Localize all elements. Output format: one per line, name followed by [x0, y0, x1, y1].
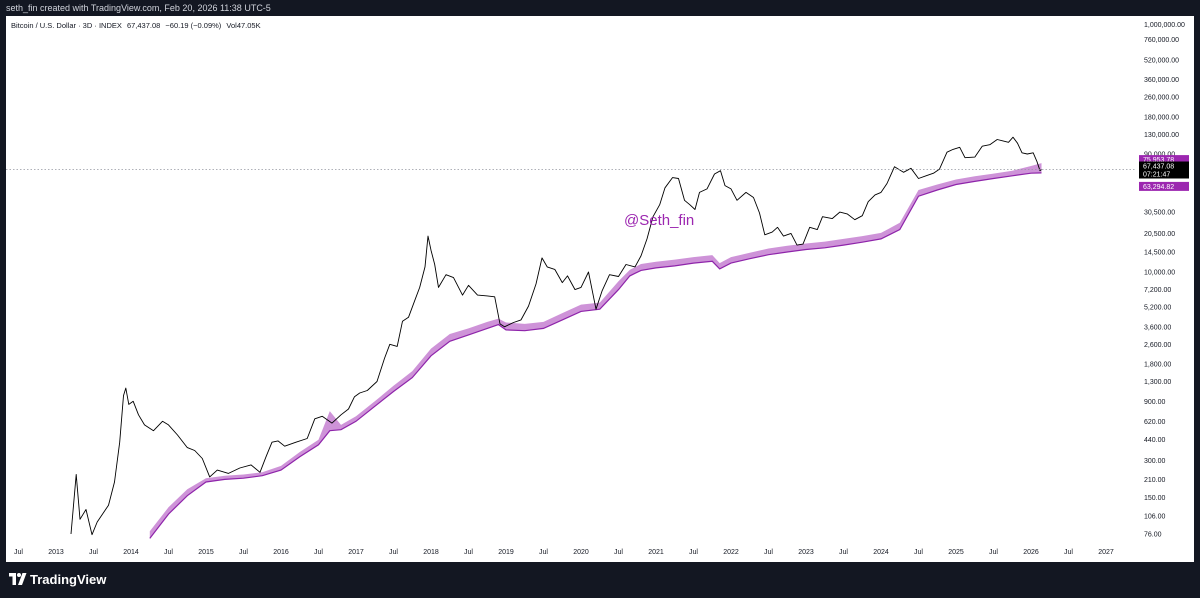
x-tick-label: Jul	[764, 549, 773, 556]
price-label-text: 07:21:47	[1143, 172, 1170, 179]
x-tick-label: 2017	[348, 549, 364, 556]
y-tick-label: 150.00	[1144, 495, 1166, 502]
y-tick-label: 760,000.00	[1144, 37, 1179, 44]
y-tick-label: 2,600.00	[1144, 342, 1171, 349]
y-tick-label: 520,000.00	[1144, 57, 1179, 64]
tradingview-brand: TradingView	[30, 572, 107, 587]
y-tick-label: 300.00	[1144, 458, 1166, 465]
price-label-text: 63,294.82	[1143, 184, 1174, 191]
y-tick-label: 5,200.00	[1144, 305, 1171, 312]
x-tick-label: 2027	[1098, 549, 1114, 556]
y-tick-label: 10,000.00	[1144, 270, 1175, 277]
x-tick-label: 2015	[198, 549, 214, 556]
x-tick-label: 2014	[123, 549, 139, 556]
x-tick-label: Jul	[539, 549, 548, 556]
x-tick-label: 2021	[648, 549, 664, 556]
y-tick-label: 106.00	[1144, 514, 1166, 521]
x-tick-label: 2022	[723, 549, 739, 556]
y-tick-label: 1,300.00	[1144, 379, 1171, 386]
attribution-bar: seth_fin created with TradingView.com, F…	[0, 0, 1200, 16]
x-tick-label: Jul	[89, 549, 98, 556]
y-tick-label: 30,500.00	[1144, 210, 1175, 217]
y-tick-label: 14,500.00	[1144, 250, 1175, 257]
x-tick-label: Jul	[839, 549, 848, 556]
chart-area[interactable]: 1,000,000.00 760,000.00 520,000.00 360,000.…	[6, 16, 1194, 562]
y-tick-label: 1,000,000.00	[1144, 22, 1185, 29]
y-tick-label: 260,000.00	[1144, 95, 1179, 102]
plot-marks	[70, 136, 1042, 539]
x-tick-label: Jul	[1064, 549, 1073, 556]
y-tick-label: 900.00	[1144, 399, 1166, 406]
price-label-text: 75,953.78	[1143, 157, 1174, 164]
price-chart[interactable]: 1,000,000.00 760,000.00 520,000.00 360,000.…	[6, 16, 1194, 562]
x-tick-label: 2016	[273, 549, 289, 556]
y-tick-label: 620.00	[1144, 419, 1166, 426]
tradingview-logo-icon	[9, 573, 27, 585]
x-tick-label: 2019	[498, 549, 514, 556]
x-tick-label: Jul	[14, 549, 23, 556]
support-band-lower-edge	[149, 172, 1042, 539]
symbol-name: Bitcoin / U.S. Dollar · 3D · INDEX	[11, 21, 122, 30]
x-tick-label: Jul	[389, 549, 398, 556]
x-tick-label: Jul	[614, 549, 623, 556]
y-axis: 1,000,000.00 760,000.00 520,000.00 360,000.…	[1144, 22, 1185, 538]
price-label-box	[1139, 155, 1189, 165]
x-tick-label: 2026	[1023, 549, 1039, 556]
x-tick-label: 2018	[423, 549, 439, 556]
symbol-legend: Bitcoin / U.S. Dollar · 3D · INDEX 67,43…	[11, 21, 264, 30]
x-tick-label: 2013	[48, 549, 64, 556]
x-tick-label: 2025	[948, 549, 964, 556]
x-axis: Jul 2013 Jul 2014 Jul 2015 Jul 2016 Jul 2017 Jul 20…	[14, 549, 1114, 556]
price-label-text: 67,437.08	[1143, 164, 1174, 171]
y-tick-label: 90,000.00	[1144, 152, 1175, 159]
support-band	[149, 163, 1042, 539]
y-tick-label: 76.00	[1144, 532, 1162, 539]
x-tick-label: Jul	[314, 549, 323, 556]
x-tick-label: 2020	[573, 549, 589, 556]
price-label-box	[1139, 161, 1189, 171]
author-watermark: @Seth_fin	[624, 212, 695, 229]
y-tick-label: 440.00	[1144, 437, 1166, 444]
y-tick-label: 130,000.00	[1144, 132, 1179, 139]
x-tick-label: 2023	[798, 549, 814, 556]
x-tick-label: Jul	[989, 549, 998, 556]
x-tick-label: Jul	[239, 549, 248, 556]
footer-bar: TradingView	[0, 562, 1200, 598]
price-label-box	[1139, 169, 1189, 179]
x-tick-label: Jul	[914, 549, 923, 556]
y-tick-label: 3,600.00	[1144, 324, 1171, 331]
y-tick-label: 180,000.00	[1144, 114, 1179, 121]
last-price: 67,437.08	[126, 21, 161, 30]
x-tick-label: 2024	[873, 549, 889, 556]
y-tick-label: 1,800.00	[1144, 362, 1171, 369]
x-tick-label: Jul	[164, 549, 173, 556]
y-tick-label: 210.00	[1144, 477, 1166, 484]
x-tick-label: Jul	[464, 549, 473, 556]
y-tick-label: 20,500.00	[1144, 231, 1175, 238]
price-series-line	[70, 136, 1042, 536]
price-change: −60.19 (−0.09%)	[165, 21, 222, 30]
volume-readout: Vol47.05K	[226, 21, 261, 30]
y-tick-label: 360,000.00	[1144, 77, 1179, 84]
price-label-box	[1139, 181, 1189, 191]
x-tick-label: Jul	[689, 549, 698, 556]
y-tick-label: 7,200.00	[1144, 287, 1171, 294]
